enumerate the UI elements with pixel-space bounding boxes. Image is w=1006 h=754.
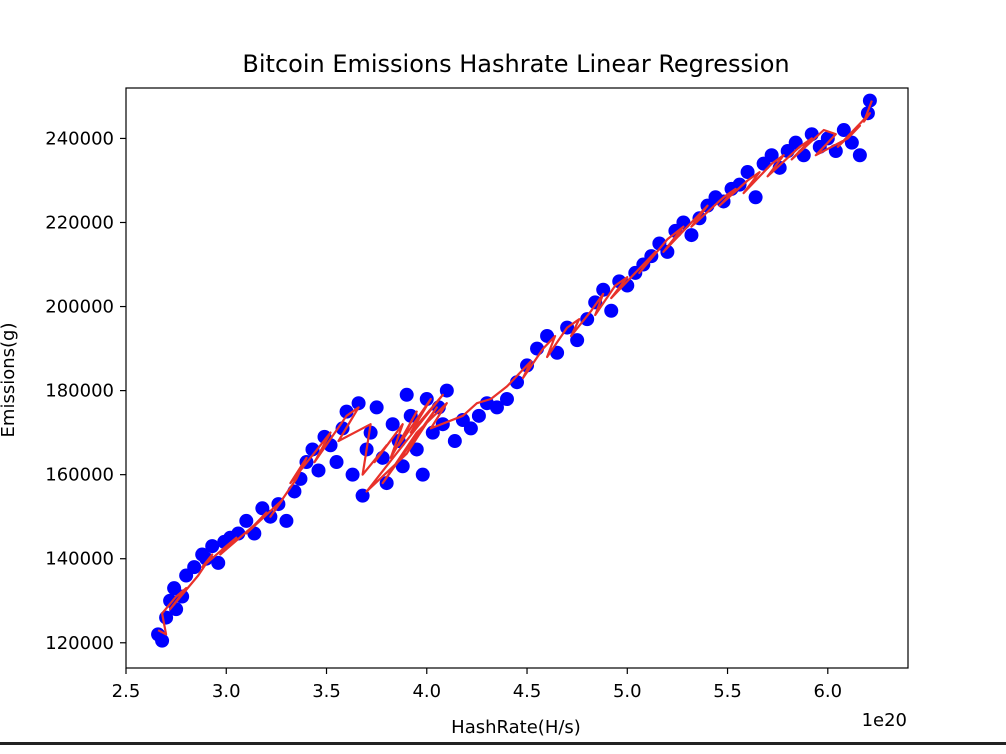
chart-title: Bitcoin Emissions Hashrate Linear Regres… (242, 50, 789, 78)
data-point (852, 148, 867, 163)
data-point (385, 417, 400, 432)
data-point (339, 404, 354, 419)
y-axis-label: Emissions(g) (0, 323, 19, 438)
data-point (345, 467, 360, 482)
data-point (447, 434, 462, 449)
data-point (471, 408, 486, 423)
data-point (596, 282, 611, 297)
x-tick-label: 4.0 (412, 681, 441, 702)
data-point (862, 93, 877, 108)
y-tick-label: 140000 (45, 549, 114, 570)
data-point (604, 303, 619, 318)
regression-line (157, 100, 873, 636)
data-point (419, 392, 434, 407)
data-point (570, 333, 585, 348)
x-tick-label: 2.5 (112, 681, 141, 702)
data-point (379, 476, 394, 491)
data-point (323, 438, 338, 453)
data-point (740, 165, 755, 180)
data-point (748, 190, 763, 205)
data-point (155, 633, 170, 648)
data-point (796, 148, 811, 163)
x-tick-label: 3.5 (312, 681, 341, 702)
data-point (820, 131, 835, 146)
data-point (395, 459, 410, 474)
data-point (199, 551, 214, 566)
data-point (369, 400, 384, 415)
x-offset-label: 1e20 (862, 710, 907, 731)
data-point (660, 244, 675, 259)
x-tick-label: 3.0 (212, 681, 241, 702)
y-tick-label: 240000 (45, 128, 114, 149)
y-tick-label: 120000 (45, 633, 114, 654)
y-axis: 120000 140000 160000 180000 200000 220000 2400… (45, 128, 126, 654)
x-axis-label: HashRate(H/s) (451, 717, 581, 738)
data-point (415, 467, 430, 482)
y-tick-label: 200000 (45, 297, 114, 318)
plot-frame (125, 87, 909, 669)
data-point (187, 560, 202, 575)
data-point (788, 135, 803, 150)
data-point (684, 228, 699, 243)
data-point (279, 513, 294, 528)
y-tick-label: 220000 (45, 212, 114, 233)
plot-area (151, 93, 877, 648)
data-point (409, 442, 424, 457)
data-point (403, 408, 418, 423)
data-point (489, 400, 504, 415)
data-point (305, 442, 320, 457)
data-point (764, 148, 779, 163)
data-point (211, 555, 226, 570)
x-axis: 2.5 3.0 3.5 4.0 4.5 5.0 5.5 6.0 (112, 668, 842, 702)
x-tick-label: 5.5 (713, 681, 742, 702)
data-point (836, 123, 851, 138)
data-point (363, 425, 378, 440)
data-point (499, 392, 514, 407)
data-point (205, 539, 220, 554)
data-point (425, 425, 440, 440)
y-tick-label: 160000 (45, 465, 114, 486)
data-point (580, 312, 595, 327)
data-point (287, 484, 302, 499)
data-point (399, 387, 414, 402)
data-point (463, 421, 478, 436)
y-tick-label: 180000 (45, 381, 114, 402)
bottom-divider (0, 742, 1006, 745)
x-tick-label: 6.0 (813, 681, 842, 702)
data-point (239, 513, 254, 528)
data-point (329, 455, 344, 470)
x-tick-label: 5.0 (613, 681, 642, 702)
x-tick-label: 4.5 (513, 681, 542, 702)
data-point (351, 396, 366, 411)
data-point (311, 463, 326, 478)
